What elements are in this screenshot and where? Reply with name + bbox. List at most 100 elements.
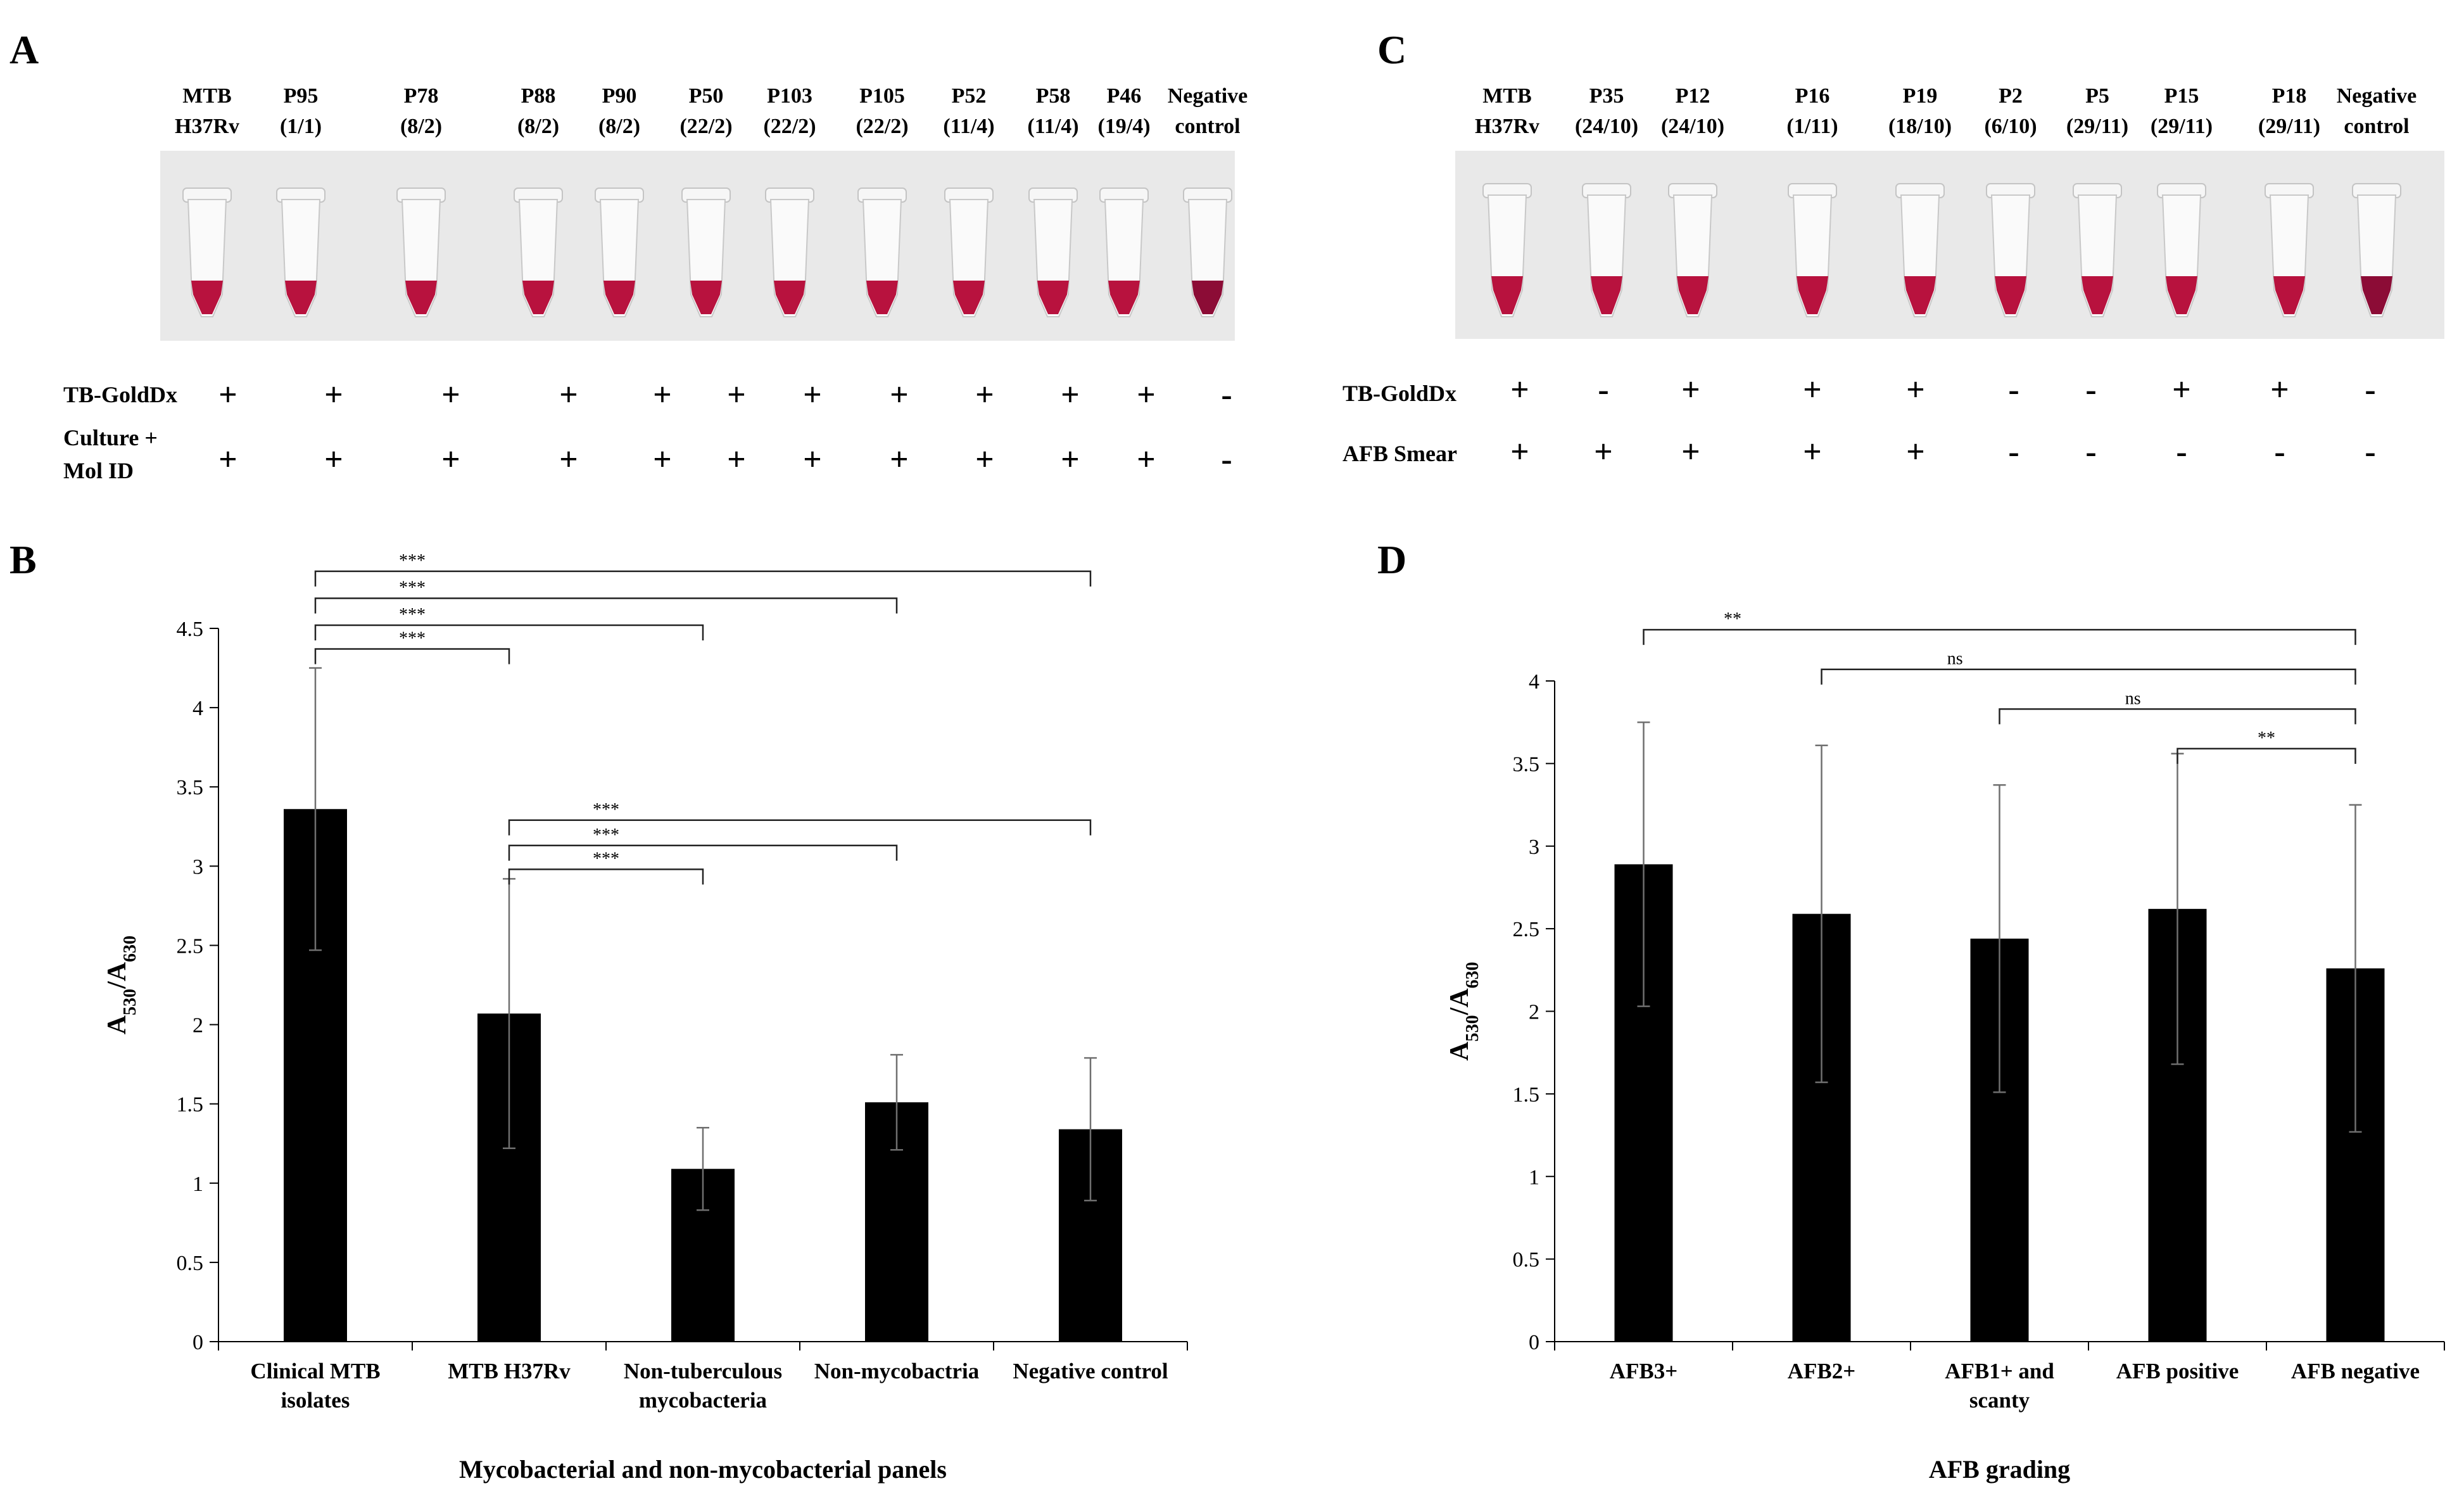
result-sign-row1: +: [975, 377, 994, 413]
result-sign-row2: +: [1510, 434, 1529, 470]
result-sign-row1: +: [1061, 377, 1080, 413]
tube-label-name: P12: [1676, 84, 1710, 108]
tube: [514, 188, 563, 317]
row-label-afb-smear: AFB Smear: [1343, 441, 1457, 466]
tube: [2073, 183, 2122, 317]
result-sign-row2: +: [1137, 442, 1156, 478]
x-category-label: AFB2+: [1788, 1359, 1855, 1383]
result-sign-row2: +: [1594, 434, 1613, 470]
y-tick-label: 1.5: [1513, 1083, 1540, 1107]
tube-label-date: (22/2): [763, 115, 816, 138]
y-tick-label: 1.5: [177, 1093, 204, 1117]
result-signs-c: + + - + + + + + + + - - - - + - + - - -: [1510, 372, 2375, 470]
y-tick-label: 3: [193, 855, 203, 879]
panel-a-tube-photo: MTB H37Rv P95 (1/1) P78 (8/2) P88 (8/2) P90 (8/2)…: [63, 84, 1248, 483]
tube-labels-c: MTB H37Rv P35 (24/10) P12 (24/10) P16 (1/11) P19…: [1475, 84, 2417, 138]
tube-label-name: MTB: [182, 84, 231, 108]
x-category-label: AFB3+: [1610, 1359, 1677, 1383]
result-sign-row1: +: [2270, 372, 2289, 408]
significance-bracket: **: [2177, 728, 2356, 764]
tube: [1028, 188, 1078, 317]
tube: [1482, 183, 1532, 317]
significance-bracket: ***: [314, 629, 510, 664]
y-axis-label: A530/A630: [1445, 962, 1482, 1060]
tubes-a: [182, 188, 1232, 317]
row-label-tb-golddx: TB-GoldDx: [1343, 381, 1456, 406]
significance-bracket: ***: [508, 800, 1092, 836]
tube-label-name: P16: [1795, 84, 1830, 108]
result-sign-row1: -: [2085, 372, 2096, 408]
result-sign-row1: +: [218, 377, 237, 413]
tube-label-name: P78: [404, 84, 439, 108]
result-sign-row1: +: [441, 377, 460, 413]
tube: [1986, 183, 2035, 317]
tube-label-name: MTB: [1482, 84, 1531, 108]
significance-label: ***: [593, 825, 619, 845]
tube-liquid: [1995, 276, 2026, 314]
y-tick-label: 2.5: [177, 934, 204, 958]
tubes-c: [1482, 183, 2401, 317]
y-tick-label: 3.5: [1513, 753, 1540, 776]
tube-liquid: [2273, 276, 2305, 314]
row-label-tb-golddx: TB-GoldDx: [63, 382, 177, 407]
tube-liquid: [774, 281, 806, 314]
tube-label-name: P95: [284, 84, 319, 108]
panel-letter-d: D: [1377, 537, 1406, 582]
result-sign-row2: +: [324, 442, 343, 478]
significance-line: [314, 597, 898, 614]
result-sign-row1: -: [2008, 372, 2019, 408]
tube-label-date: (29/11): [2151, 115, 2213, 138]
tube-label-date: (24/10): [1575, 115, 1638, 138]
y-axis-label: A530/A630: [103, 936, 140, 1034]
result-sign-row2: +: [1681, 434, 1700, 470]
result-sign-row2: +: [727, 442, 746, 478]
x-category-label: Non-mycobactria: [814, 1359, 980, 1383]
tube-liquid: [1108, 281, 1140, 314]
y-tick-label: 2: [193, 1014, 203, 1038]
tube-label-name: P50: [689, 84, 724, 108]
y-tick-label: 2: [1529, 1001, 1539, 1024]
result-sign-row2: +: [890, 442, 909, 478]
result-sign-row1: +: [653, 377, 672, 413]
result-sign-row1: +: [803, 377, 822, 413]
tube: [1582, 183, 1631, 317]
result-sign-row2: +: [218, 442, 237, 478]
tube-liquid: [405, 281, 437, 314]
result-sign-row1: -: [1598, 372, 1608, 408]
tube-label-date: (29/11): [2066, 115, 2128, 138]
tube: [396, 188, 446, 317]
tube-label-name: P105: [859, 84, 905, 108]
y-tick-label: 0: [1529, 1331, 1539, 1354]
tube-label-date: (11/4): [1027, 115, 1078, 138]
significance-label: ns: [2125, 689, 2141, 708]
tube-liquid: [2082, 276, 2113, 314]
panel-letter-b: B: [9, 537, 37, 582]
significance-label: **: [2258, 728, 2275, 748]
significance-bracket: **: [1643, 609, 2356, 645]
x-category-label: AFB1+ and: [1945, 1359, 2054, 1383]
tube: [1183, 188, 1232, 317]
result-sign-row1: +: [324, 377, 343, 413]
significance-bracket: ns: [1821, 649, 2356, 685]
tube-liquid: [1904, 276, 1936, 314]
tube-label-name: P2: [1999, 84, 2023, 108]
tube-label-date: H37Rv: [175, 115, 239, 138]
result-sign-row1: -: [2365, 372, 2375, 408]
result-sign-row1: -: [1221, 377, 1232, 413]
significance-line: [508, 868, 704, 885]
tube-label-name: P90: [602, 84, 637, 108]
significance-label: ns: [1947, 649, 1963, 669]
tube: [857, 188, 907, 317]
significance-bracket: ***: [314, 551, 1092, 587]
result-sign-row1: +: [2172, 372, 2191, 408]
tube: [1788, 183, 1837, 317]
tube-liquid: [1037, 281, 1069, 314]
result-sign-row2: +: [803, 442, 822, 478]
tube: [2157, 183, 2206, 317]
panel-letter-a: A: [9, 27, 39, 72]
significance-bracket: ***: [508, 849, 704, 885]
tube-label-date: (19/4): [1097, 115, 1150, 138]
tube-label-name: P35: [1589, 84, 1624, 108]
tube-liquid: [866, 281, 898, 314]
